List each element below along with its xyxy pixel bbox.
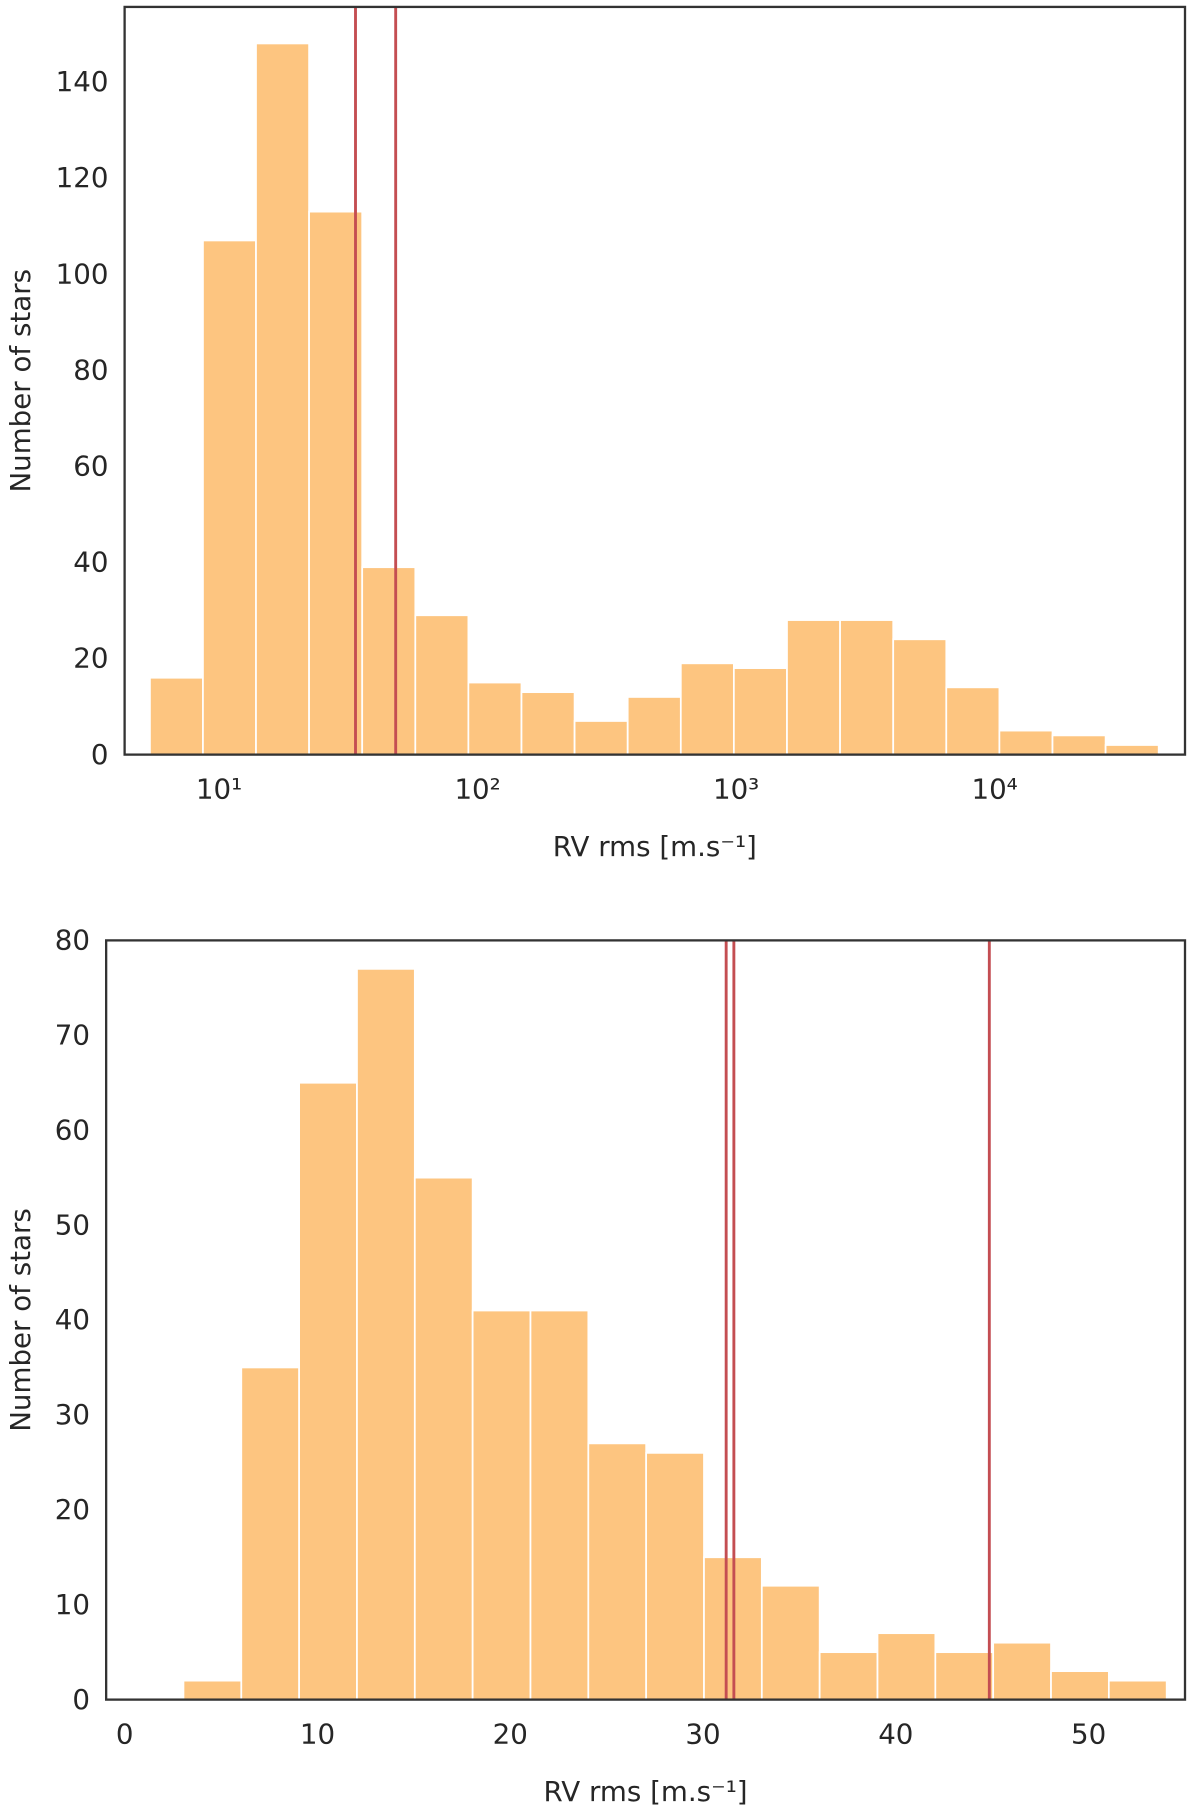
y-tick-label: 100 xyxy=(56,257,109,290)
bar xyxy=(998,729,1054,756)
x-tick-label: 10 xyxy=(300,1717,335,1750)
bar xyxy=(182,1679,243,1701)
axes-frame xyxy=(104,939,1187,1701)
bar xyxy=(732,667,788,756)
bar xyxy=(760,1584,821,1701)
y-axis-label: Number of stars xyxy=(4,1208,37,1432)
bar xyxy=(1050,1670,1110,1701)
y-tick-label: 50 xyxy=(55,1208,90,1241)
axes-frame xyxy=(123,5,1187,756)
bar xyxy=(626,696,682,756)
bar xyxy=(573,720,629,756)
x-tick-label: 30 xyxy=(685,1717,720,1750)
x-tick-label: 10¹ xyxy=(196,772,242,805)
bar xyxy=(520,691,576,756)
x-tick-label: 50 xyxy=(1071,1717,1106,1750)
x-axis-label: RV rms [m.s⁻¹] xyxy=(544,1775,748,1808)
y-tick-label: 140 xyxy=(56,65,109,98)
bar xyxy=(1051,734,1107,756)
bar xyxy=(934,1651,995,1701)
y-tick-label: 30 xyxy=(55,1398,90,1431)
y-tick-label: 40 xyxy=(55,1303,90,1336)
x-tick-label: 40 xyxy=(878,1717,913,1750)
bar xyxy=(679,662,735,756)
bar xyxy=(356,967,416,1701)
bar xyxy=(298,1081,358,1701)
x-tick-label: 10² xyxy=(454,772,500,805)
bar xyxy=(786,619,841,756)
bar xyxy=(414,614,470,756)
bar xyxy=(149,676,204,756)
bar xyxy=(529,1309,590,1701)
bar xyxy=(587,1442,648,1701)
bar xyxy=(202,239,257,756)
bar xyxy=(240,1366,301,1701)
x-tick-label: 20 xyxy=(493,1717,528,1750)
y-tick-label: 20 xyxy=(73,642,108,675)
x-axis-label: RV rms [m.s⁻¹] xyxy=(553,830,757,863)
x-tick-label: 10³ xyxy=(713,772,759,805)
y-tick-label: 60 xyxy=(73,450,108,483)
x-tick-label: 10⁴ xyxy=(971,772,1017,805)
y-tick-label: 20 xyxy=(55,1493,90,1526)
bar xyxy=(818,1651,879,1701)
bar xyxy=(839,619,895,756)
bar xyxy=(255,42,310,756)
y-tick-label: 70 xyxy=(55,1019,90,1052)
y-tick-label: 80 xyxy=(55,924,90,957)
bar xyxy=(1107,1679,1168,1701)
bar xyxy=(645,1452,705,1701)
bar xyxy=(945,686,1001,756)
bar xyxy=(992,1641,1052,1701)
y-tick-label: 10 xyxy=(55,1588,90,1621)
bar xyxy=(361,566,417,756)
y-tick-label: 80 xyxy=(73,353,108,386)
y-axis-label: Number of stars xyxy=(4,269,37,493)
bar xyxy=(1104,744,1160,756)
x-tick-label: 0 xyxy=(116,1717,134,1750)
bar xyxy=(876,1632,937,1701)
y-tick-label: 120 xyxy=(56,161,109,194)
bar xyxy=(308,210,364,756)
bar xyxy=(413,1176,474,1701)
y-tick-label: 0 xyxy=(91,738,109,771)
y-tick-label: 0 xyxy=(72,1683,90,1716)
bar xyxy=(471,1309,532,1701)
bar xyxy=(892,638,948,756)
bar xyxy=(467,681,523,756)
y-tick-label: 60 xyxy=(55,1113,90,1146)
y-tick-label: 40 xyxy=(73,546,108,579)
